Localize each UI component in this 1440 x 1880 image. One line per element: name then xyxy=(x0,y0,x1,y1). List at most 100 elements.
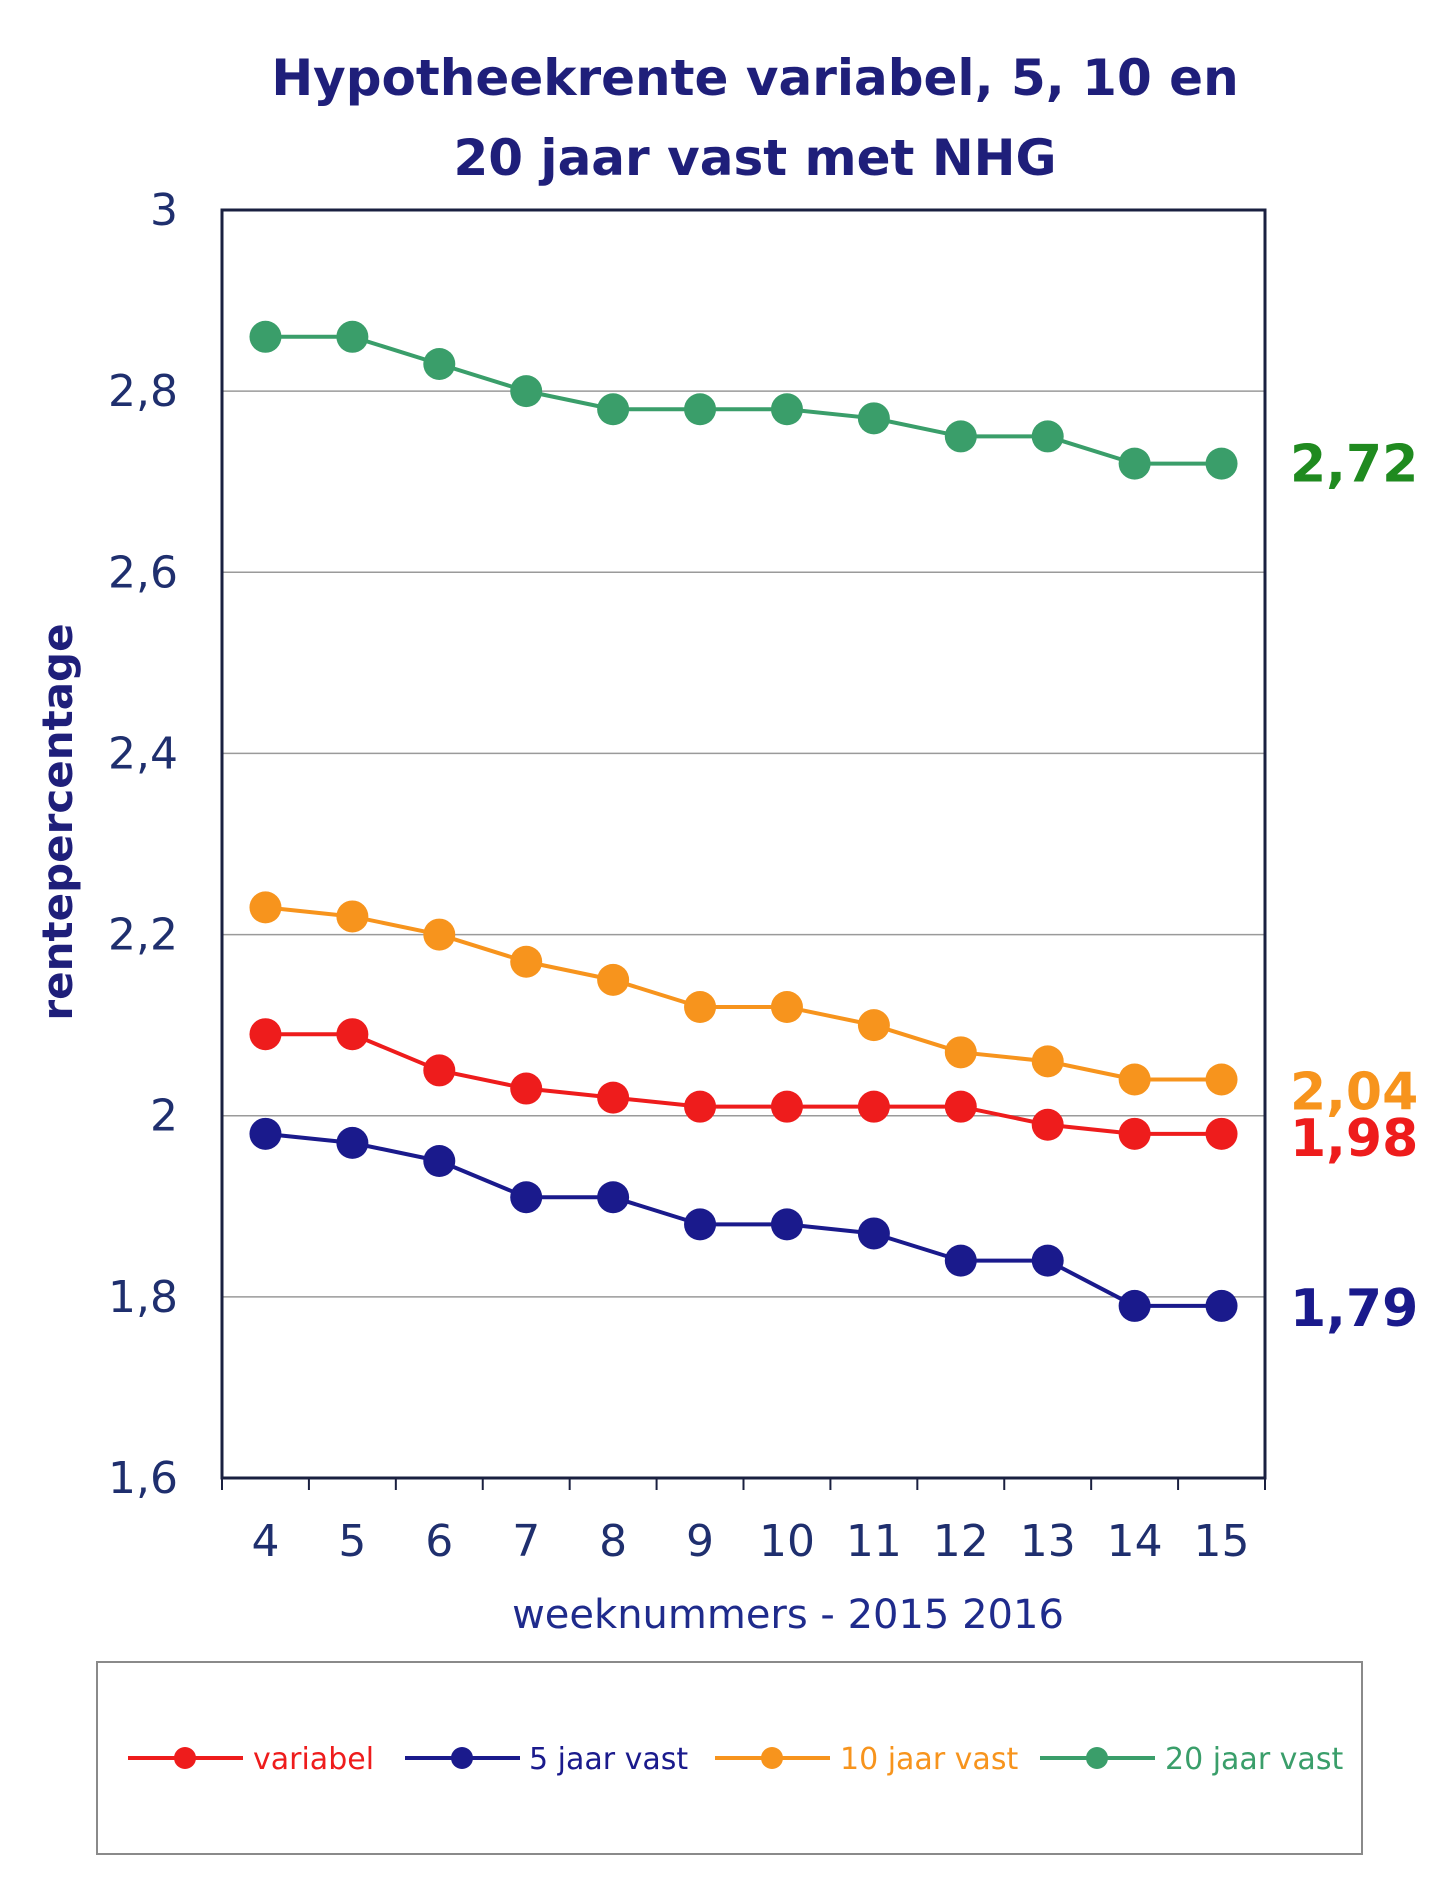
y-tick-label: 2,2 xyxy=(108,910,178,961)
y-tick-label: 2,4 xyxy=(108,728,178,779)
legend: variabel 5 jaar vast 10 jaar vast 20 jaar v… xyxy=(96,1661,1363,1855)
data-point-variabel xyxy=(1118,1117,1151,1150)
data-point-10-jaar-vast xyxy=(510,945,543,978)
data-point-5-jaar-vast xyxy=(597,1181,630,1214)
data-point-10-jaar-vast xyxy=(1205,1063,1238,1096)
x-tick-label: 5 xyxy=(338,1516,366,1567)
data-point-10-jaar-vast xyxy=(770,991,803,1024)
data-point-variabel xyxy=(336,1018,369,1051)
data-point-variabel xyxy=(423,1054,456,1087)
data-point-5-jaar-vast xyxy=(944,1244,977,1277)
x-tick-label: 14 xyxy=(1107,1516,1163,1567)
data-point-10-jaar-vast xyxy=(249,891,282,924)
data-point-20-jaar-vast xyxy=(597,393,630,426)
legend-swatch-marker xyxy=(761,1747,783,1769)
data-point-variabel xyxy=(770,1090,803,1123)
series-variabel xyxy=(249,1018,1238,1150)
data-point-5-jaar-vast xyxy=(1205,1289,1238,1322)
series-5-jaar-vast xyxy=(249,1117,1238,1322)
legend-label: 20 jaar vast xyxy=(1165,1742,1343,1777)
legend-label: variabel xyxy=(253,1742,374,1777)
legend-swatch-marker xyxy=(174,1747,196,1769)
data-point-10-jaar-vast xyxy=(684,991,717,1024)
data-point-20-jaar-vast xyxy=(944,420,977,453)
data-point-variabel xyxy=(597,1081,630,1114)
data-point-10-jaar-vast xyxy=(423,918,456,951)
series-10-jaar-vast xyxy=(249,891,1238,1096)
x-tick-labels: 4 5 6 7 8 9 10 11 12 13 14 15 xyxy=(251,1516,1249,1567)
x-axis-title: weeknummers - 2015 2016 xyxy=(512,1592,1064,1638)
legend-swatch-marker xyxy=(1086,1747,1108,1769)
data-point-variabel xyxy=(249,1018,282,1051)
end-label-10-jaar-vast: 2,04 xyxy=(1290,1062,1418,1122)
y-tick-label: 1,6 xyxy=(108,1453,178,1504)
end-value-labels: 1,98 1,79 2,04 2,72 xyxy=(1290,435,1418,1339)
legend-item-10-jaar-vast: 10 jaar vast xyxy=(715,1742,1018,1777)
x-tick-label: 6 xyxy=(425,1516,453,1567)
data-point-5-jaar-vast xyxy=(1118,1289,1151,1322)
data-point-10-jaar-vast xyxy=(857,1009,890,1042)
data-point-20-jaar-vast xyxy=(336,320,369,353)
data-point-10-jaar-vast xyxy=(597,963,630,996)
data-point-variabel xyxy=(510,1072,543,1105)
data-point-5-jaar-vast xyxy=(1031,1244,1064,1277)
y-tick-labels: 1,6 1,8 2 2,2 2,4 2,6 2,8 3 xyxy=(108,185,178,1504)
y-tick-label: 3 xyxy=(150,185,178,236)
data-point-variabel xyxy=(1205,1117,1238,1150)
data-point-20-jaar-vast xyxy=(1031,420,1064,453)
data-point-variabel xyxy=(857,1090,890,1123)
data-point-5-jaar-vast xyxy=(857,1217,890,1250)
data-point-5-jaar-vast xyxy=(684,1208,717,1241)
end-label-20-jaar-vast: 2,72 xyxy=(1290,435,1418,495)
y-tick-label: 2,8 xyxy=(108,366,178,417)
legend-label: 5 jaar vast xyxy=(529,1742,688,1777)
legend-swatch-marker xyxy=(451,1747,473,1769)
chart-title-line-1: Hypotheekrente variabel, 5, 10 en xyxy=(271,49,1238,107)
x-tick-label: 13 xyxy=(1020,1516,1076,1567)
data-point-5-jaar-vast xyxy=(336,1126,369,1159)
y-tick-label: 1,8 xyxy=(108,1272,178,1323)
legend-label: 10 jaar vast xyxy=(840,1742,1018,1777)
data-point-20-jaar-vast xyxy=(1118,447,1151,480)
x-tick-label: 7 xyxy=(512,1516,540,1567)
x-tick-label: 9 xyxy=(686,1516,714,1567)
x-tick-label: 8 xyxy=(599,1516,627,1567)
data-point-20-jaar-vast xyxy=(857,402,890,435)
legend-item-5-jaar-vast: 5 jaar vast xyxy=(405,1742,688,1777)
data-point-20-jaar-vast xyxy=(423,347,456,380)
y-tick-label: 2,6 xyxy=(108,547,178,598)
data-point-10-jaar-vast xyxy=(1031,1045,1064,1078)
x-tick-label: 12 xyxy=(933,1516,989,1567)
data-point-5-jaar-vast xyxy=(423,1145,456,1177)
data-point-variabel xyxy=(944,1090,977,1123)
data-point-5-jaar-vast xyxy=(249,1117,282,1150)
data-point-5-jaar-vast xyxy=(510,1181,543,1214)
data-point-20-jaar-vast xyxy=(684,393,717,426)
data-point-10-jaar-vast xyxy=(944,1036,977,1069)
data-point-20-jaar-vast xyxy=(510,375,543,408)
x-tick-label: 4 xyxy=(251,1516,279,1567)
x-tick-label: 15 xyxy=(1194,1516,1250,1567)
x-tick-label: 10 xyxy=(759,1516,815,1567)
y-tick-label: 2 xyxy=(150,1091,178,1142)
data-point-variabel xyxy=(684,1090,717,1123)
series-20-jaar-vast xyxy=(249,320,1238,480)
data-point-20-jaar-vast xyxy=(249,320,282,353)
data-point-20-jaar-vast xyxy=(1205,447,1238,480)
axes xyxy=(220,208,1267,1490)
chart-title-line-2: 20 jaar vast met NHG xyxy=(453,129,1056,187)
end-label-5-jaar-vast: 1,79 xyxy=(1290,1279,1418,1339)
data-point-10-jaar-vast xyxy=(336,900,369,933)
legend-item-20-jaar-vast: 20 jaar vast xyxy=(1040,1742,1343,1777)
legend-item-variabel: variabel xyxy=(128,1742,374,1777)
series-lines xyxy=(249,320,1238,1322)
data-point-10-jaar-vast xyxy=(1118,1063,1151,1096)
end-label-variabel: 1,98 xyxy=(1290,1109,1418,1169)
x-tick-label: 11 xyxy=(846,1516,902,1567)
gridlines xyxy=(222,390,1265,1298)
data-point-variabel xyxy=(1031,1108,1064,1141)
y-axis-title: rentepercentage xyxy=(33,623,82,1020)
data-point-20-jaar-vast xyxy=(770,393,803,426)
